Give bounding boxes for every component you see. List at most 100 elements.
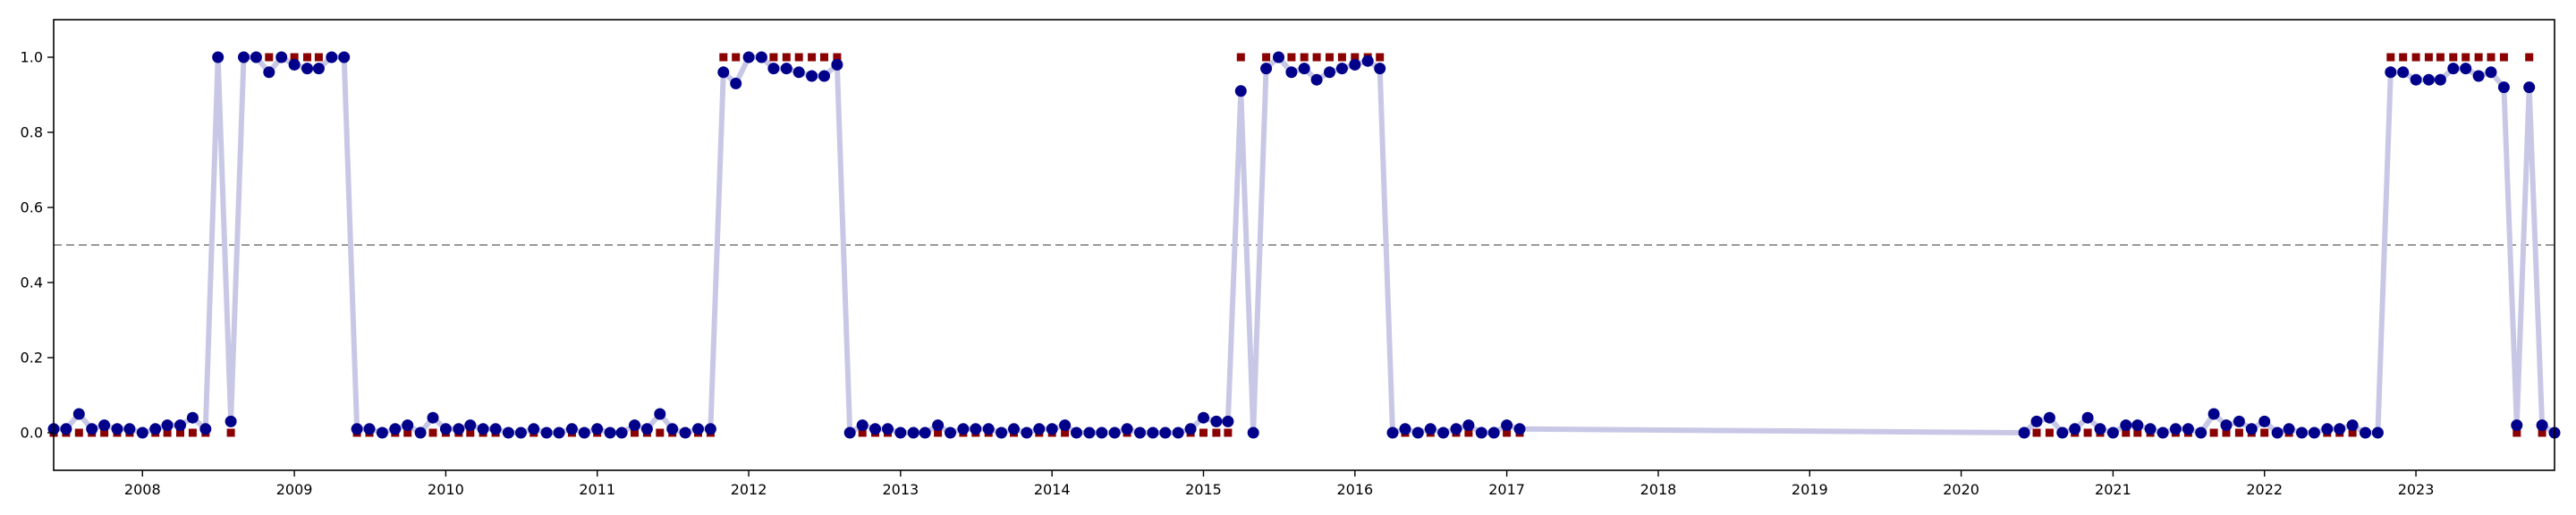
y-axis: 0.0 0.2 0.4 0.6 0.8 1.0 <box>21 49 54 442</box>
x-tick-label: 2008 <box>124 481 161 498</box>
actual-point <box>769 53 778 62</box>
predicted-point <box>363 423 376 435</box>
predicted-point <box>2447 63 2460 75</box>
predicted-point <box>604 426 616 439</box>
actual-point <box>2133 428 2142 437</box>
predicted-point <box>288 58 301 71</box>
predicted-point <box>186 411 199 424</box>
predicted-point <box>2460 63 2472 75</box>
x-tick-label: 2016 <box>1336 481 1373 498</box>
predicted-point <box>149 423 162 435</box>
predicted-point <box>2018 426 2030 439</box>
predicted-point <box>2120 419 2132 432</box>
predicted-point <box>1247 426 1259 439</box>
actual-point <box>2045 428 2054 437</box>
predicted-point <box>376 426 388 439</box>
predicted-point <box>2081 411 2094 424</box>
predicted-point <box>72 408 85 420</box>
predicted-point <box>464 419 477 432</box>
actual-point <box>820 53 828 62</box>
predicted-point <box>1475 426 1487 439</box>
x-tick-label: 2023 <box>2398 481 2435 498</box>
y-tick-label: 0.2 <box>21 350 43 367</box>
predicted-point <box>591 423 604 435</box>
y-tick-label: 0.0 <box>21 425 43 442</box>
predicted-point <box>2056 426 2069 439</box>
predicted-point <box>1046 423 1058 435</box>
predicted-point <box>1273 51 1284 63</box>
actual-point <box>2525 53 2534 62</box>
predicted-point <box>2258 415 2271 427</box>
actual-point <box>2032 428 2041 437</box>
predicted-point <box>894 426 907 439</box>
predicted-point <box>970 423 982 435</box>
actual-point <box>2436 53 2445 62</box>
predicted-point <box>427 411 439 424</box>
actual-point <box>1312 53 1321 62</box>
predicted-point <box>2536 419 2548 432</box>
x-tick-label: 2021 <box>2095 481 2131 498</box>
predicted-point <box>2321 423 2334 435</box>
predicted-point <box>945 426 956 439</box>
actual-point <box>1262 53 1271 62</box>
actual-point <box>631 428 639 437</box>
predicted-point <box>1121 423 1133 435</box>
actual-point <box>1061 428 1070 437</box>
predicted-point <box>1071 426 1082 439</box>
predicted-point <box>1298 63 1310 75</box>
predicted-point <box>2472 70 2485 82</box>
predicted-point <box>1386 426 1399 439</box>
predicted-point <box>640 423 653 435</box>
actual-point <box>303 53 311 62</box>
predicted-point <box>2220 419 2233 432</box>
predicted-point <box>2308 426 2320 439</box>
predicted-point <box>2434 73 2446 86</box>
predicted-point <box>2371 426 2384 439</box>
predicted-point <box>654 408 666 420</box>
predicted-point <box>2346 419 2359 432</box>
predicted-point <box>2144 423 2157 435</box>
predicted-point <box>212 51 225 63</box>
predicted-point <box>982 423 995 435</box>
actual-point <box>732 53 741 62</box>
predicted-point <box>2207 408 2220 420</box>
actual-point <box>265 53 274 62</box>
actual-point <box>2122 428 2131 437</box>
predicted-point <box>792 66 805 79</box>
predicted-point <box>578 426 590 439</box>
predicted-point <box>717 66 730 79</box>
actual-point <box>1300 53 1309 62</box>
predicted-point <box>238 51 250 63</box>
actual-point <box>1464 428 1473 437</box>
actual-point <box>2083 428 2092 437</box>
predicted-point <box>1159 426 1172 439</box>
actual-point <box>428 428 437 437</box>
y-tick-label: 0.4 <box>21 274 43 291</box>
x-tick-label: 2009 <box>276 481 313 498</box>
predicted-point <box>2385 66 2397 79</box>
predicted-point <box>1335 63 1348 75</box>
actual-point <box>1212 428 1221 437</box>
predicted-point <box>1033 423 1046 435</box>
predicted-point <box>2296 426 2308 439</box>
predicted-point <box>123 423 136 435</box>
actual-point <box>1351 53 1360 62</box>
predicted-point <box>2523 81 2536 94</box>
x-tick-label: 2018 <box>1640 481 1677 498</box>
predicted-point <box>1374 63 1386 75</box>
predicted-point <box>742 51 755 63</box>
predicted-point <box>2360 426 2371 439</box>
predicted-point <box>1349 58 1361 71</box>
predicted-point <box>263 66 275 79</box>
predicted-point <box>1234 85 1247 97</box>
predicted-point <box>1222 415 1234 427</box>
predicted-point <box>2182 423 2194 435</box>
predicted-point <box>2106 426 2119 439</box>
predicted-point <box>919 426 931 439</box>
predicted-point <box>161 419 174 432</box>
predicted-point <box>199 423 212 435</box>
actual-point <box>100 428 109 437</box>
predicted-point <box>1310 73 1323 86</box>
predicted-point <box>2511 419 2523 432</box>
